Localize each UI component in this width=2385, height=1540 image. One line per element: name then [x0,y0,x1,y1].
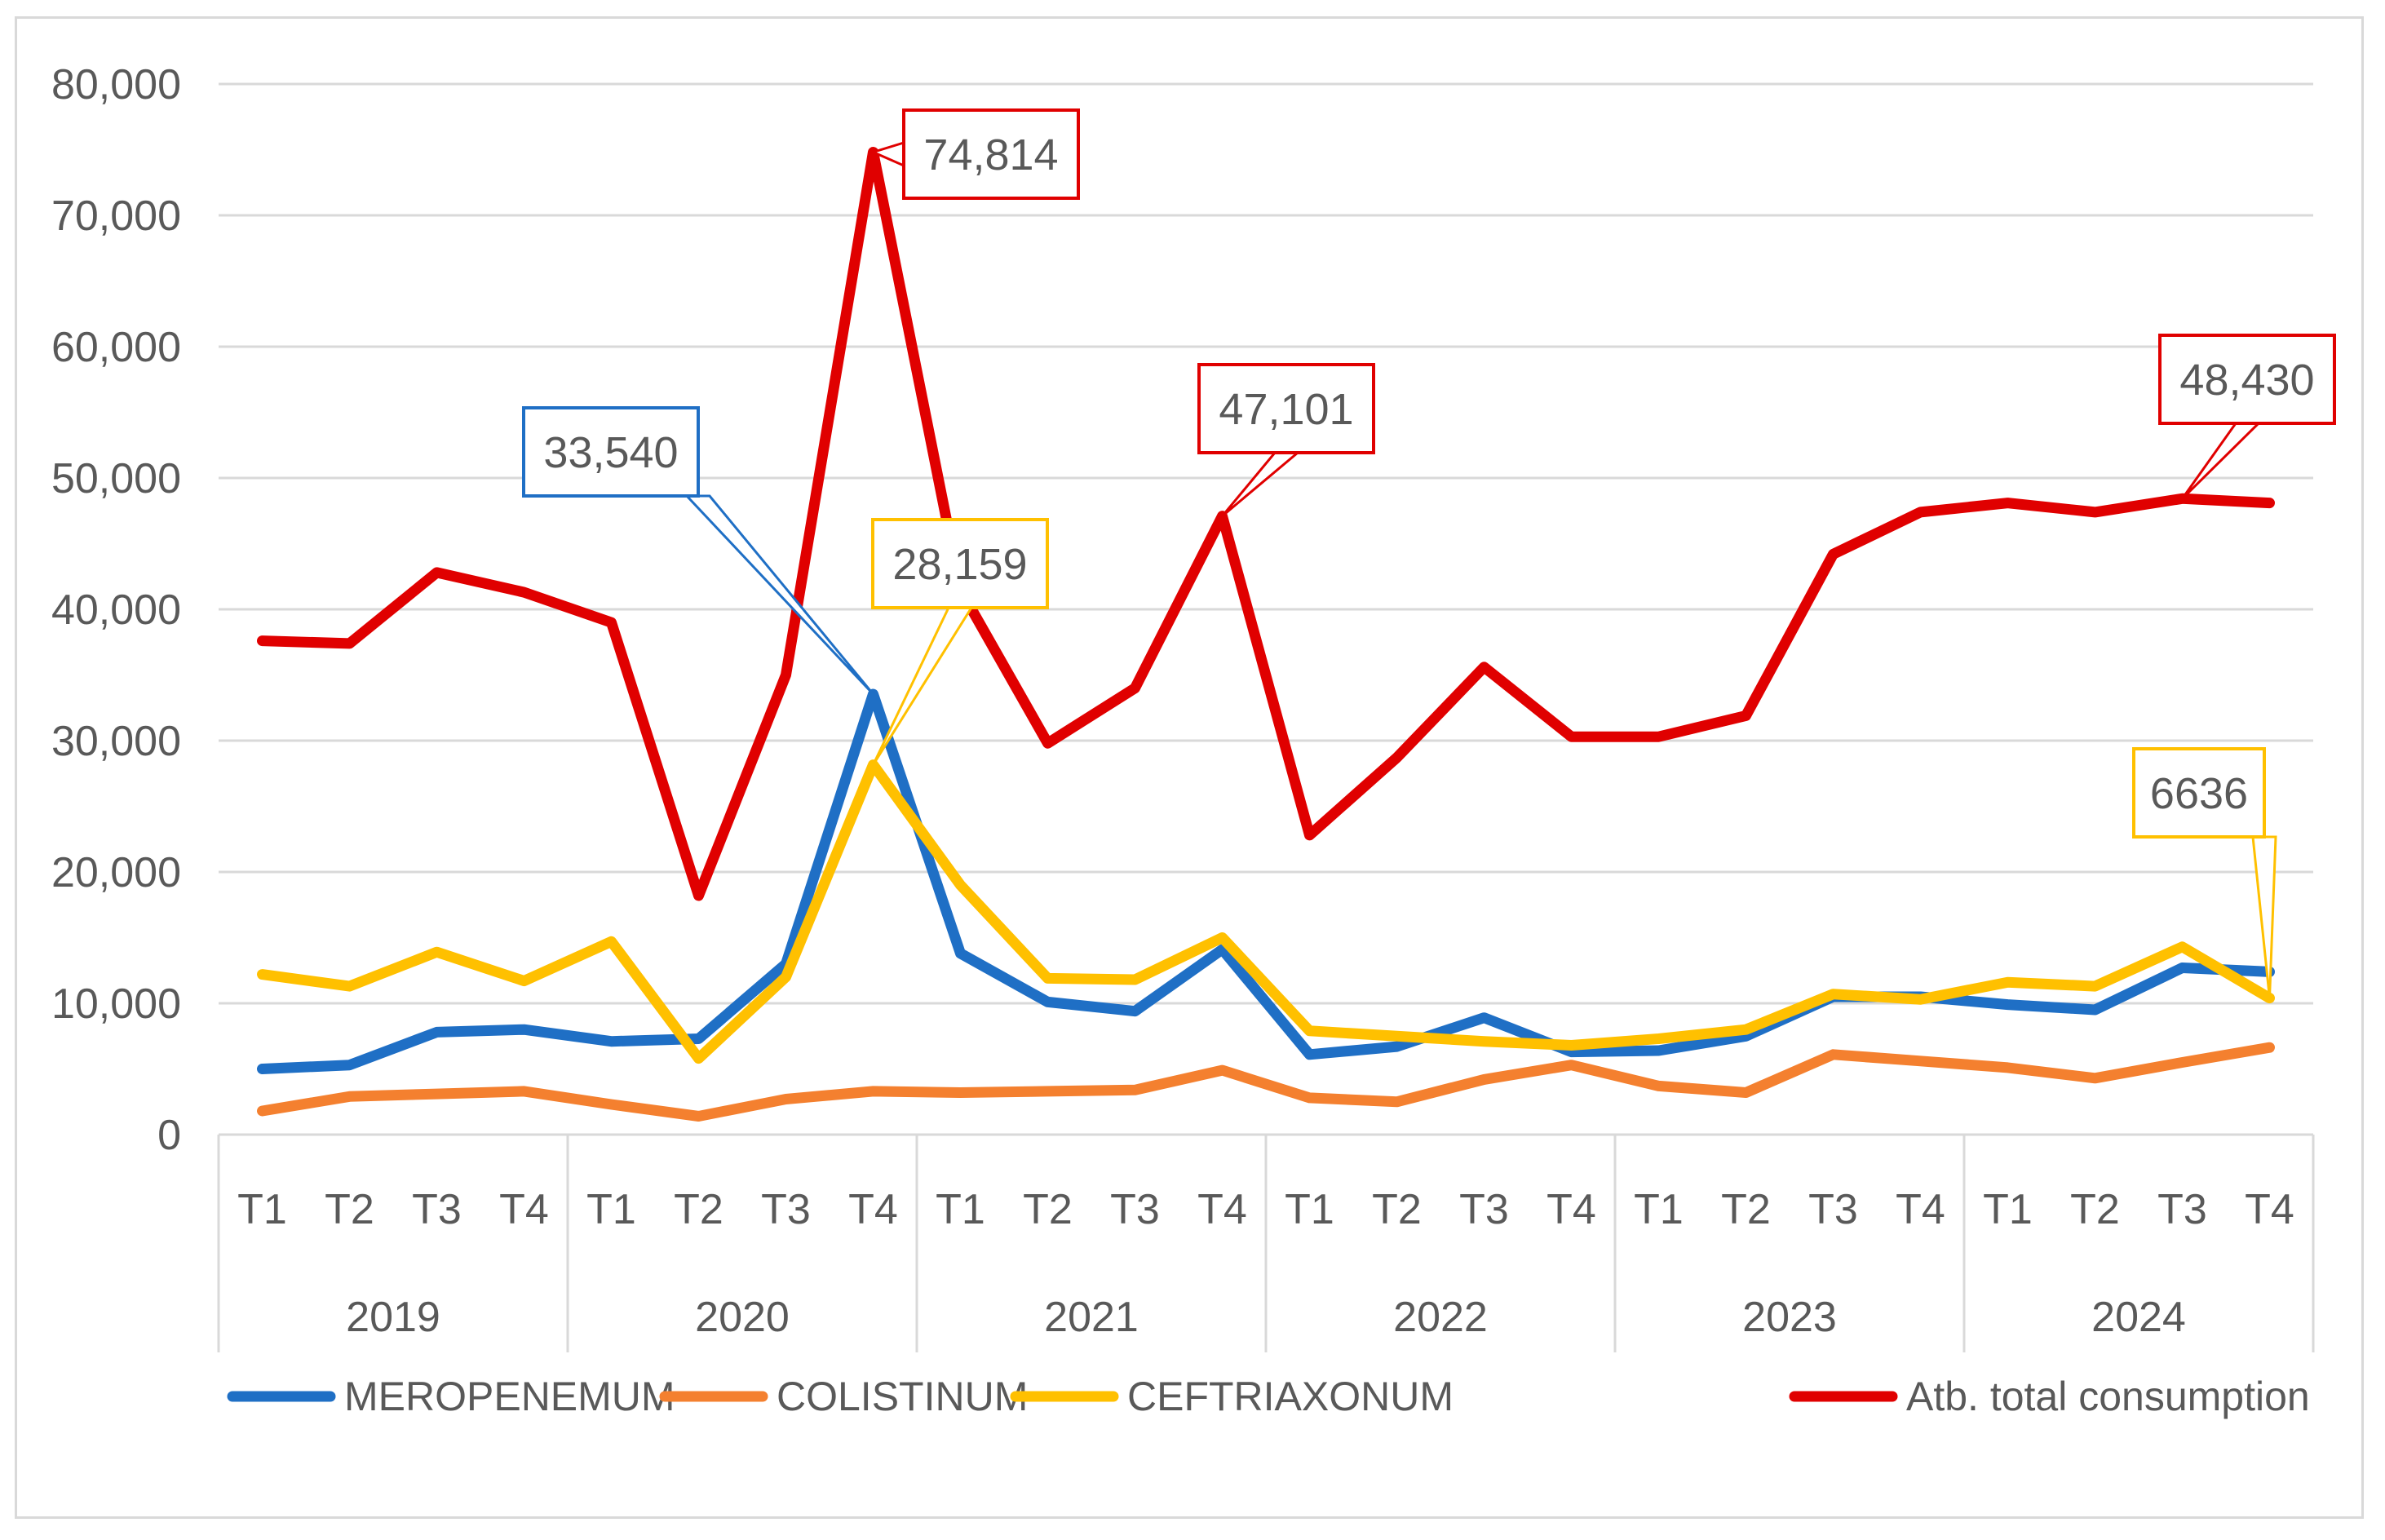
gridlines [219,82,2313,1005]
x-tick-label-year: 2022 [1393,1294,1488,1341]
x-tick-label-quarter: T2 [325,1186,374,1233]
x-tick-label-quarter: T2 [1372,1186,1422,1233]
x-tick-label-quarter: T4 [1197,1186,1247,1233]
callout-label: 74,814 [923,131,1058,179]
x-tick-label-quarter: T1 [586,1186,636,1233]
x-tick-label-quarter: T2 [674,1186,723,1233]
x-tick-label-year: 2023 [1742,1294,1837,1341]
callout-leader [2181,422,2262,500]
callout-box [1197,363,1375,454]
y-tick-label: 0 [157,1112,181,1159]
callout-6636: 6636 [2132,747,2277,998]
meropenemum-line [257,688,2275,1074]
legend-label: COLISTINUM [777,1374,1028,1419]
x-tick-label-year: 2020 [695,1294,790,1341]
x-tick-label-quarter: T1 [1634,1186,1684,1233]
x-tick-label-quarter: T3 [1808,1186,1858,1233]
callout-28159: 28,159 [871,518,1049,766]
x-tick-label-quarter: T4 [848,1186,898,1233]
callout-leader [684,494,874,696]
chart-frame [15,16,2364,1519]
x-tick-label-quarter: T1 [237,1186,287,1233]
y-tick-label: 80,000 [51,61,181,108]
y-tick-label: 70,000 [51,192,181,240]
legend-label: Atb. total consumption [1906,1374,2310,1419]
x-tick-label-quarter: T1 [1983,1186,2033,1233]
data-callouts: 74,814 47,101 48,430 33,540 28,159 6636 [522,108,2336,998]
callout-label: 47,101 [1219,385,1353,434]
y-tick-label: 60,000 [51,324,181,371]
x-tick-label-year: 2019 [346,1294,440,1341]
x-tick-label-quarter: T4 [1546,1186,1596,1233]
x-tick-label-quarter: T2 [1721,1186,1771,1233]
callout-74814: 74,814 [869,108,1080,200]
x-tick-label-quarter: T1 [1285,1186,1334,1233]
x-tick-label-quarter: T3 [1110,1186,1160,1233]
x-tick-label-quarter: T3 [2157,1186,2207,1233]
ceftriaxonum-line [257,759,2275,1064]
series-lines [257,147,2275,1122]
y-tick-label: 10,000 [51,980,181,1028]
callout-leader [1221,451,1302,517]
callout-label: 33,540 [543,428,678,477]
x-tick-label-quarter: T1 [936,1186,985,1233]
legend-item-colistinum: COLISTINUM [659,1374,1028,1419]
callout-47101: 47,101 [1197,363,1375,517]
callout-box [871,518,1049,609]
callout-33540: 33,540 [522,406,874,696]
y-tick-label: 30,000 [51,718,181,765]
y-tick-label: 50,000 [51,455,181,502]
callout-label: 28,159 [892,540,1027,589]
x-tick-label-quarter: T3 [1459,1186,1509,1233]
callout-label: 48,430 [2179,356,2314,405]
legend-label: MEROPENEMUM [344,1374,675,1419]
callout-box [522,406,700,498]
y-tick-label: 40,000 [51,586,181,634]
y-tick-label: 20,000 [51,849,181,896]
callout-box [2158,334,2336,425]
x-tick-label-year: 2021 [1044,1294,1139,1341]
x-tick-label-quarter: T4 [499,1186,549,1233]
legend-item-meropenemum: MEROPENEMUM [227,1374,675,1419]
x-tick-label-year: 2024 [2091,1294,2186,1341]
x-tick-label-quarter: T3 [761,1186,811,1233]
total-consumption-line [257,147,2275,901]
x-tick-label-quarter: T4 [1896,1186,1945,1233]
x-tick-label-quarter: T4 [2245,1186,2294,1233]
legend-item-ceftriaxonum: CEFTRIAXONUM [1010,1374,1454,1419]
callout-label: 6636 [2150,769,2248,818]
x-tick-label-quarter: T2 [1023,1186,1073,1233]
legend: MEROPENEMUM COLISTINUM CEFTRIAXONUM Atb. to… [227,1374,2310,1419]
axes: 0 10,000 20,000 30,000 40,000 50,000 60,000 70,… [51,61,2315,1352]
legend-label: CEFTRIAXONUM [1127,1374,1454,1419]
callout-box [2132,747,2266,839]
legend-item-total-consumption: Atb. total consumption [1789,1374,2310,1419]
callout-box [902,108,1080,200]
x-tick-label-quarter: T2 [2070,1186,2120,1233]
colistinum-line [257,1042,2275,1122]
x-tick-label-quarter: T3 [412,1186,462,1233]
callout-48430: 48,430 [2158,334,2336,500]
